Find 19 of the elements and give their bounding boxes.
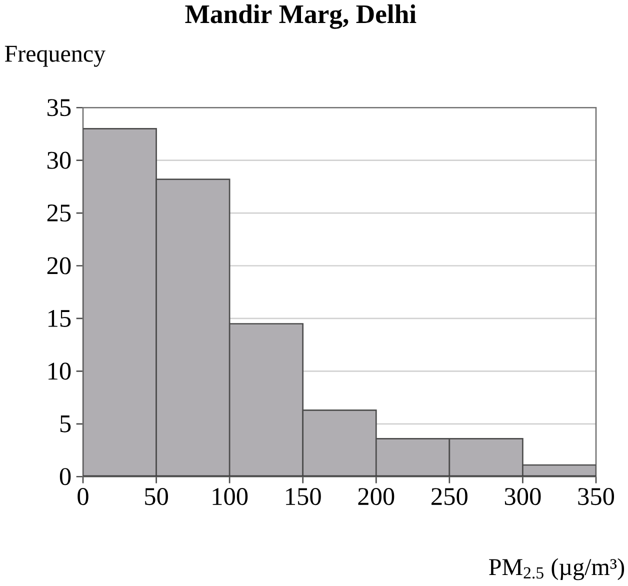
y-axis-title: Frequency [4, 46, 106, 67]
y-tick-label: 25 [47, 204, 71, 222]
x-tick-label: 200 [358, 488, 394, 506]
x-tick-label: 300 [504, 488, 541, 506]
y-tick-label: 0 [60, 468, 71, 486]
y-tick-label: 20 [47, 257, 71, 274]
y-tick-label: 5 [60, 416, 71, 433]
x-tick-label: 100 [212, 488, 248, 506]
y-tick-label: 10 [48, 362, 71, 380]
y-tick-label: 35 [48, 99, 71, 116]
x-axis-title: PM$_{2.5}$ (µg/m³) [489, 558, 624, 580]
x-tick-label: 250 [432, 488, 468, 506]
y-tick-label: 30 [48, 152, 71, 170]
x-tick-label: 150 [286, 488, 321, 506]
x-tick-label: 50 [145, 488, 168, 506]
x-tick-label: 350 [578, 488, 614, 506]
chart-title: Mandir Marg, Delhi [185, 4, 416, 30]
y-tick-label: 15 [48, 310, 71, 328]
x-tick-label: 0 [78, 488, 88, 506]
